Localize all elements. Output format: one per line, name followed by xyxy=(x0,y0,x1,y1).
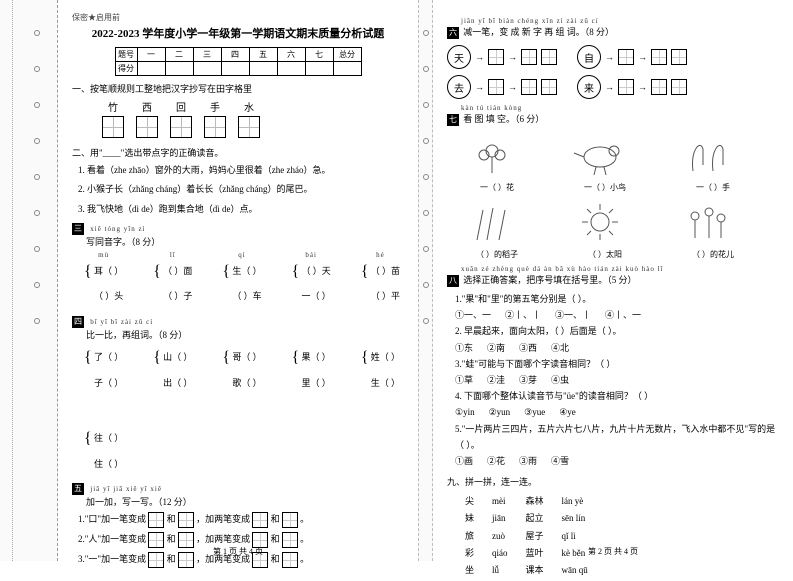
section-4-pinyin: bǐ yī bǐ zài zǔ cí xyxy=(90,318,153,326)
q6-row: 去→→来→→ xyxy=(447,75,779,99)
q7-item: （ ）的花儿 xyxy=(663,197,763,260)
section-3-num: 三 xyxy=(72,223,84,235)
q7-row-2: （ ）的稻子（ ）太阳（ ）的花儿 xyxy=(447,197,779,260)
word-circle: 天 xyxy=(447,45,471,69)
pair-item: { 哥（ ）{ 歌（ ） xyxy=(222,345,261,396)
q8-options: ①一、一②丨、丨③一、丨④丨、一 xyxy=(455,307,779,323)
q8-stem: 1."果"和"里"的第五笔分别是（ ）。 xyxy=(455,291,779,307)
q8-options: ①东②南③西④北 xyxy=(455,340,779,356)
section-3-pairs: mù{ 耳（ ）{ （ ）头 lǐ{ （ ）面{ （ ）子 qì{ 生（ ）{ （ … xyxy=(84,252,404,310)
section-8-num: 八 xyxy=(447,275,459,287)
word-circle: 自 xyxy=(577,45,601,69)
section-9-label: 九、拼一拼，连一连。 xyxy=(447,475,779,488)
section-4-pairs: { 了（ ）{ 子（ ） { 山（ ）{ 出（ ） { 哥（ ）{ 歌（ ） { 果（… xyxy=(84,345,404,477)
section-6-label: 减一笔，变 成 新 字 再 组 词。（8 分） xyxy=(463,27,614,37)
q7-row-1: 一（ ）花一（ ）小鸟一（ ）手 xyxy=(447,130,779,193)
q7-item: （ ）的稻子 xyxy=(447,197,547,260)
q6-row: 天→→自→→ xyxy=(447,45,779,69)
section-4-num: 四 xyxy=(72,316,84,328)
tianzi-col: 回 xyxy=(170,99,192,140)
tianzi-col: 水 xyxy=(238,99,260,140)
page-1: 保密★启用前 2022-2023 学年度小学一年级第一学期语文期末质量分析试题 … xyxy=(58,0,418,561)
question-line: 2. 小猴子长（zhǎng cháng）着长长（zhǎng cháng）的尾巴。 xyxy=(78,182,404,197)
hands-icon xyxy=(663,130,753,180)
section-3: 三 xiě tóng yīn zì 写同音字。（8 分） xyxy=(72,223,404,248)
section-7-num: 七 xyxy=(447,114,459,126)
q8-options: ①画②花③雨④雪 xyxy=(455,453,779,469)
exam-title: 2022-2023 学年度小学一年级第一学期语文期末质量分析试题 xyxy=(72,25,404,41)
pair-item: { 姓（ ）{ 生（ ） xyxy=(361,345,400,396)
q7-item: 一（ ）手 xyxy=(663,130,763,193)
rice-icon xyxy=(447,197,537,247)
pair-item: { 了（ ）{ 子（ ） xyxy=(84,345,123,396)
section-7-pinyin: kàn tú tián kòng xyxy=(461,105,779,112)
section-5: 五 jiā yī jiā xiě yī xiě 加一加，写一写。（12 分） xyxy=(72,483,404,508)
flower-icon xyxy=(447,130,537,180)
q7-item: （ ）太阳 xyxy=(555,197,655,260)
section-7-label: 看 图 填 空。（6 分） xyxy=(463,114,544,124)
word-circle: 去 xyxy=(447,75,471,99)
section-3-pinyin: xiě tóng yīn zì xyxy=(90,225,145,233)
q7-item: 一（ ）小鸟 xyxy=(555,130,655,193)
section-6: jiǎn yī bǐ biàn chéng xīn zì zài zǔ cí 六… xyxy=(447,18,779,39)
q8-options: ①草②洼③芽④虫 xyxy=(455,372,779,388)
pair-item: hé{ （ ）苗{ （ ）平 xyxy=(361,252,400,310)
section-4-label: 比一比，再组词。（8 分） xyxy=(86,330,187,340)
section-5-pinyin: jiā yī jiā xiě yī xiě xyxy=(90,485,162,493)
section-6-num: 六 xyxy=(447,27,459,39)
pair-item: qì{ 生（ ）{ （ ）车 xyxy=(222,252,261,310)
question-line: 1."口"加一笔变成 和 ，加两笔变成 和 。 xyxy=(78,512,404,528)
table-row: 妹jiān起立sēn lín xyxy=(457,511,596,526)
table-row: 坐lǚ课本wān qū xyxy=(457,563,596,578)
page-2-footer: 第 2 页 共 4 页 xyxy=(433,546,793,557)
binding-margin xyxy=(0,0,58,561)
page-2: jiǎn yī bǐ biàn chéng xīn zì zài zǔ cí 六… xyxy=(433,0,793,561)
sun-icon xyxy=(555,197,645,247)
q8-stem: 2. 早晨起来，面向太阳，（ ）后面是（ ）。 xyxy=(455,323,779,339)
section-8-pinyin: xuǎn zé zhèng què dá àn bǎ xù hào tián z… xyxy=(461,266,779,273)
table-row: 旅zuò屋子qǐ lì xyxy=(457,529,596,544)
word-circle: 来 xyxy=(577,75,601,99)
section-9-table: 尖mèi森林lán yè妹jiān起立sēn lín旅zuò屋子qǐ lì彩qi… xyxy=(455,492,598,580)
pair-item: { 果（ ）{ 里（ ） xyxy=(292,345,331,396)
section-2-label: 二、用"____"选出带点字的正确读音。 xyxy=(72,146,404,159)
bird-icon xyxy=(555,130,645,180)
section-4: 四 bǐ yī bǐ zài zǔ cí 比一比，再组词。（8 分） xyxy=(72,316,404,341)
flowers-icon xyxy=(663,197,753,247)
question-line: 1. 看着（zhe zhāo）窗外的大雨，妈妈心里很着（zhe zháo）急。 xyxy=(78,163,404,178)
section-5-label: 加一加，写一写。（12 分） xyxy=(86,497,192,507)
q8-stem: 4. 下面哪个整体认读音节与"üe"的读音相同？（ ） xyxy=(455,388,779,404)
page-1-footer: 第 1 页 共 4 页 xyxy=(58,546,418,557)
section-6-pinyin: jiǎn yī bǐ biàn chéng xīn zì zài zǔ cí xyxy=(461,18,779,25)
score-table: 题号一二三四五六七总分 得分 xyxy=(115,47,362,76)
tianzi-col: 竹 xyxy=(102,99,124,140)
q8-stem: 5."一片两片三四片，五片六片七八片，九片十片无数片，飞入水中都不见"写的是（ … xyxy=(455,421,779,453)
section-1-label: 一、按笔顺规则工整地把汉字抄写在田字格里 xyxy=(72,82,404,95)
tianzi-col: 西 xyxy=(136,99,158,140)
q8-stem: 3."蛙"可能与下面哪个字读音相同？（ ） xyxy=(455,356,779,372)
section-5-num: 五 xyxy=(72,483,84,495)
pair-item: bái{ （ ）天{ 一（ ） xyxy=(292,252,331,310)
table-row: 尖mèi森林lán yè xyxy=(457,494,596,509)
question-line: 3. 我飞快地（dì de）跑到集合地（dì de）点。 xyxy=(78,202,404,217)
page-gap xyxy=(418,0,433,561)
section-3-label: 写同音字。（8 分） xyxy=(86,237,160,247)
tianzi-row: 竹西回手水 xyxy=(102,99,404,140)
section-8-label: 选择正确答案，把序号填在括号里。（5 分） xyxy=(463,275,636,285)
pair-item: mù{ 耳（ ）{ （ ）头 xyxy=(84,252,123,310)
pair-item: { 山（ ）{ 出（ ） xyxy=(153,345,192,396)
header-note: 保密★启用前 xyxy=(72,12,404,23)
section-7: kàn tú tián kòng 七 看 图 填 空。（6 分） xyxy=(447,105,779,126)
q7-item: 一（ ）花 xyxy=(447,130,547,193)
pair-item: { 往（ ）{ 住（ ） xyxy=(84,426,123,477)
pair-item: lǐ{ （ ）面{ （ ）子 xyxy=(153,252,192,310)
tianzi-col: 手 xyxy=(204,99,226,140)
section-8: xuǎn zé zhèng què dá àn bǎ xù hào tián z… xyxy=(447,266,779,287)
q8-options: ①yin②yun③yue④ye xyxy=(455,404,779,420)
